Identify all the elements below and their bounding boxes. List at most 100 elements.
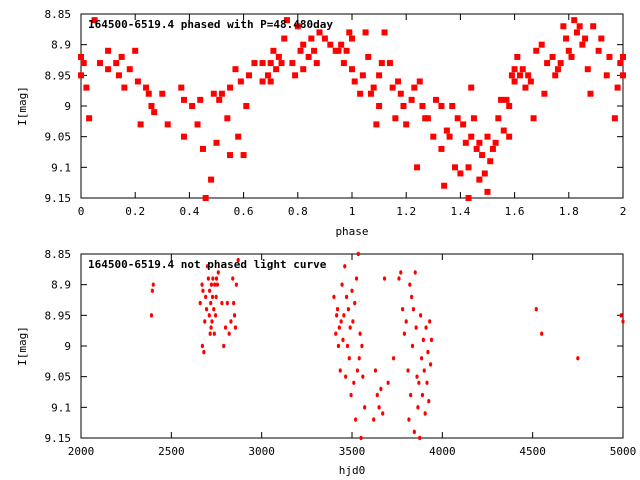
data-point	[411, 307, 416, 312]
data-point	[498, 96, 505, 103]
data-point	[519, 66, 526, 73]
x-tick-label: 5000	[610, 445, 637, 458]
data-point	[389, 84, 396, 91]
data-point	[339, 319, 343, 324]
data-point	[126, 66, 133, 73]
data-point	[443, 127, 450, 134]
data-point	[283, 17, 290, 24]
data-point	[267, 60, 274, 67]
data-point	[232, 300, 236, 306]
data-point	[407, 417, 411, 422]
axis-ticks	[80, 253, 624, 439]
data-point	[423, 411, 427, 416]
data-point	[346, 307, 350, 312]
data-point	[208, 176, 215, 183]
data-point	[236, 257, 240, 263]
data-point	[418, 435, 422, 441]
data-point	[460, 121, 467, 128]
data-point	[259, 60, 266, 67]
data-point	[382, 276, 387, 281]
data-point	[386, 380, 390, 385]
data-point	[148, 103, 155, 109]
data-point	[134, 78, 141, 85]
data-point	[590, 23, 597, 30]
y-tick-label: 9.05	[45, 131, 72, 144]
data-point	[359, 72, 366, 79]
data-point	[360, 343, 364, 349]
x-tick-label: 4000	[429, 445, 456, 458]
data-point	[370, 84, 377, 91]
data-point	[251, 60, 258, 67]
data-point	[462, 139, 469, 146]
data-point	[237, 78, 244, 85]
data-point	[353, 300, 357, 306]
data-points	[149, 251, 625, 441]
data-point	[212, 307, 216, 312]
data-point	[451, 164, 458, 171]
data-point	[487, 158, 494, 165]
x-tick-label: 0	[78, 205, 85, 218]
data-point	[595, 47, 602, 54]
data-point	[96, 60, 103, 67]
data-point	[411, 84, 418, 91]
data-point	[305, 53, 312, 60]
plot-title: 164500-6519.4 not phased light curve	[88, 258, 327, 271]
data-point	[356, 251, 360, 257]
data-point	[346, 29, 353, 36]
data-point	[231, 276, 235, 281]
data-point	[203, 319, 207, 324]
data-point	[503, 96, 510, 103]
data-point	[400, 307, 405, 312]
data-point	[552, 72, 559, 79]
data-point	[619, 313, 623, 318]
data-point	[118, 53, 125, 60]
data-point	[476, 176, 483, 183]
data-point	[429, 337, 434, 343]
data-point	[614, 84, 621, 91]
data-point	[275, 53, 282, 60]
data-point	[357, 356, 361, 361]
data-point	[424, 325, 428, 330]
data-point	[297, 47, 304, 54]
x-tick-label: 1.4	[450, 205, 470, 218]
x-tick-label: 2	[620, 205, 627, 218]
data-point	[530, 115, 537, 122]
data-point	[404, 319, 408, 324]
data-point	[208, 331, 212, 336]
x-axis-label: hjd0	[339, 464, 366, 477]
data-point	[229, 319, 233, 324]
y-tick-label: 8.95	[45, 309, 72, 322]
data-point	[358, 331, 362, 336]
data-point	[620, 53, 626, 60]
data-point	[208, 288, 212, 293]
data-point	[115, 72, 122, 79]
data-point	[584, 66, 591, 73]
data-point	[576, 23, 583, 30]
data-point	[395, 78, 402, 85]
data-point	[214, 294, 218, 300]
data-point	[403, 121, 410, 128]
data-point	[479, 152, 486, 159]
data-point	[159, 90, 166, 97]
data-point	[598, 35, 605, 42]
data-point	[235, 133, 242, 140]
data-point	[347, 356, 351, 361]
data-point	[240, 152, 247, 159]
data-point	[465, 164, 472, 171]
y-tick-label: 8.9	[51, 279, 71, 292]
y-tick-label: 8.85	[45, 248, 72, 261]
data-point	[361, 374, 365, 379]
data-point	[145, 90, 152, 97]
data-point	[560, 23, 567, 30]
data-point	[351, 319, 355, 324]
data-point	[332, 294, 336, 300]
data-point	[426, 349, 430, 355]
unphased-light-curve-panel: 8.85 8.9 8.95 9 9.05 9.1 9.15 2000 2500 3000 3500…	[16, 248, 636, 477]
y-tick-labels: 8.85 8.9 8.95 9 9.05 9.1 9.15	[45, 248, 72, 445]
data-point	[621, 319, 625, 324]
data-point	[410, 343, 415, 349]
data-point	[338, 368, 342, 373]
data-point	[199, 145, 206, 152]
data-point	[132, 47, 139, 54]
x-tick-labels: 0 0.2 0.4 0.6 0.8 1 1.2 1.4 1.6 1.8 2	[78, 205, 627, 218]
